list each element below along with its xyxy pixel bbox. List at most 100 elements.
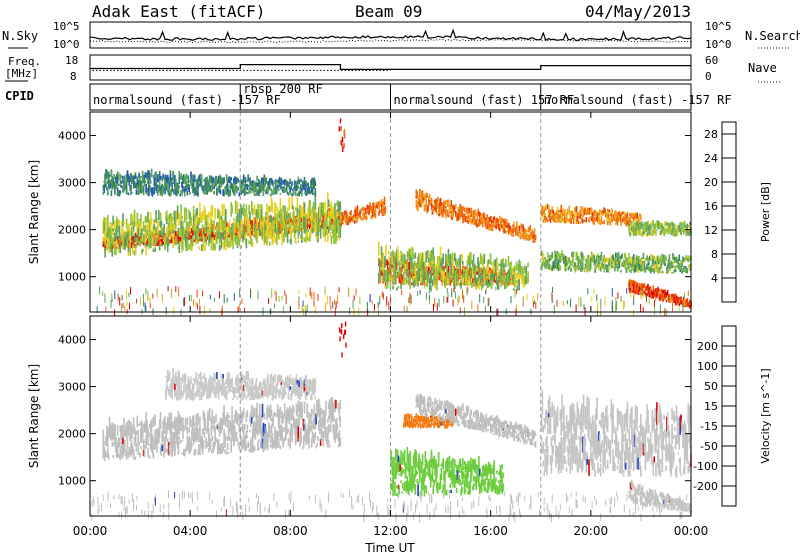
power-heatmap-cell bbox=[237, 179, 240, 183]
power-heatmap-cell bbox=[182, 226, 184, 235]
power-heatmap-cell bbox=[474, 280, 477, 284]
power-heatmap-cell bbox=[601, 266, 604, 269]
power-heatmap-cell bbox=[610, 213, 613, 217]
power-heatmap-cell bbox=[299, 222, 301, 232]
power-heatmap-cell bbox=[147, 238, 149, 243]
power-heatmap-cell bbox=[114, 220, 116, 231]
power-heatmap-cell bbox=[137, 228, 139, 241]
power-heatmap-cell bbox=[324, 222, 326, 230]
power-heatmap-cell bbox=[403, 262, 406, 266]
power-heatmap-cell bbox=[470, 207, 472, 214]
power-heatmap-cell bbox=[142, 191, 145, 196]
power-heatmap-cell bbox=[235, 232, 238, 236]
power-heatmap-cell bbox=[369, 206, 371, 212]
power-heatmap-cell bbox=[678, 254, 681, 261]
power-heatmap-cell bbox=[170, 213, 173, 223]
power-heatmap-cell bbox=[107, 227, 110, 238]
power-heatmap-cell bbox=[271, 223, 274, 237]
power-heatmap-cell bbox=[482, 280, 485, 287]
power-heatmap-cell bbox=[395, 254, 398, 262]
power-heatmap-cell bbox=[481, 278, 484, 283]
power-heatmap-cell bbox=[478, 267, 480, 272]
power-heatmap-cell bbox=[443, 205, 445, 210]
power-heatmap-cell bbox=[249, 211, 251, 221]
power-heatmap-cell bbox=[581, 251, 583, 259]
power-heatmap-cell bbox=[138, 229, 140, 234]
power-heatmap-cell bbox=[495, 269, 497, 275]
power-heatmap-cell bbox=[312, 219, 315, 233]
power-heatmap-cell bbox=[608, 259, 611, 266]
power-heatmap-cell bbox=[602, 209, 605, 215]
power-heatmap-cell bbox=[441, 207, 444, 212]
power-heatmap-cell bbox=[541, 257, 544, 260]
power-heatmap-cell bbox=[436, 270, 438, 279]
power-heatmap-cell bbox=[591, 256, 594, 259]
power-heatmap-cell bbox=[392, 276, 394, 282]
power-heatmap-cell bbox=[194, 216, 197, 229]
power-heatmap-cell bbox=[467, 254, 469, 264]
power-heatmap-cell bbox=[626, 211, 629, 218]
power-heatmap-cell bbox=[384, 270, 386, 282]
power-heatmap-cell bbox=[247, 174, 249, 182]
power-heatmap-cell bbox=[470, 252, 472, 264]
power-heatmap-cell bbox=[556, 262, 559, 270]
power-heatmap-cell bbox=[489, 267, 492, 274]
power-heatmap-cell bbox=[357, 215, 360, 220]
power-heatmap-cell bbox=[132, 243, 135, 248]
power-heatmap-cell bbox=[569, 214, 571, 217]
power-heatmap-cell bbox=[360, 208, 362, 214]
power-heatmap-cell bbox=[115, 216, 118, 230]
power-heatmap-cell bbox=[244, 232, 247, 244]
power-heatmap-cell bbox=[136, 212, 139, 224]
power-heatmap-cell bbox=[228, 219, 231, 224]
power-heatmap-cell bbox=[304, 227, 307, 232]
power-heatmap-cell bbox=[488, 283, 490, 286]
power-heatmap-cell bbox=[416, 207, 418, 211]
power-heatmap-cell bbox=[504, 282, 506, 290]
power-heatmap-cell bbox=[169, 234, 172, 240]
power-heatmap-cell bbox=[484, 222, 487, 227]
power-heatmap-cell bbox=[509, 226, 512, 232]
power-heatmap-cell bbox=[278, 224, 281, 230]
power-heatmap-cell bbox=[570, 260, 572, 267]
power-heatmap-cell bbox=[495, 224, 497, 230]
power-heatmap-cell bbox=[421, 270, 424, 283]
power-heatmap-cell bbox=[581, 218, 584, 224]
freq-label-2: [MHz] bbox=[5, 67, 38, 80]
power-heatmap-cell bbox=[575, 206, 578, 213]
power-heatmap-cell bbox=[473, 281, 476, 286]
power-heatmap-cell bbox=[506, 273, 509, 283]
power-heatmap-cell bbox=[606, 221, 609, 225]
power-heatmap-cell bbox=[488, 279, 491, 287]
power-heatmap-cell bbox=[223, 179, 225, 183]
power-heatmap-cell bbox=[268, 231, 271, 234]
power-heatmap-cell bbox=[623, 218, 626, 225]
power-heatmap-cell bbox=[471, 260, 474, 271]
power-heatmap-cell bbox=[242, 232, 244, 239]
power-heatmap-cell bbox=[562, 211, 564, 216]
power-heatmap-cell bbox=[564, 258, 566, 261]
power-heatmap-cell bbox=[613, 213, 615, 219]
power-heatmap-cell bbox=[363, 217, 365, 220]
power-heatmap-cell bbox=[433, 256, 435, 270]
power-heatmap-cell bbox=[572, 214, 574, 219]
power-heatmap-cell bbox=[331, 217, 334, 226]
power-heatmap-cell bbox=[289, 223, 291, 235]
power-heatmap-cell bbox=[208, 223, 211, 238]
power-heatmap-cell bbox=[340, 216, 342, 220]
power-heatmap-cell bbox=[395, 262, 397, 273]
power-heatmap-cell bbox=[152, 174, 155, 179]
power-heatmap-cell bbox=[433, 207, 436, 212]
power-heatmap-cell bbox=[607, 219, 610, 224]
power-heatmap-cell bbox=[596, 212, 598, 219]
power-heatmap-cell bbox=[261, 217, 264, 224]
power-heatmap-cell bbox=[568, 258, 571, 262]
power-heatmap-cell bbox=[459, 254, 461, 265]
power-heatmap-cell bbox=[395, 255, 397, 265]
power-heatmap-cell bbox=[553, 261, 555, 267]
power-heatmap-cell bbox=[486, 214, 488, 220]
power-heatmap-cell bbox=[338, 225, 341, 235]
power-heatmap-cell bbox=[485, 278, 487, 286]
power-heatmap-cell bbox=[335, 213, 338, 222]
power-heatmap-cell bbox=[560, 253, 562, 257]
